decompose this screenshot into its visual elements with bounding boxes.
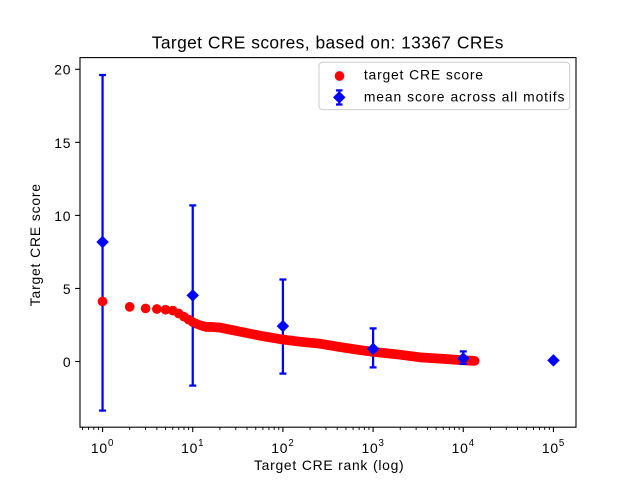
svg-text:target CRE score: target CRE score: [364, 67, 484, 83]
svg-text:10: 10: [54, 208, 71, 224]
svg-text:15: 15: [54, 135, 71, 151]
svg-text:0: 0: [63, 354, 72, 370]
svg-text:100: 100: [91, 438, 114, 456]
svg-text:Target CRE rank (log): Target CRE rank (log): [254, 457, 404, 473]
svg-text:103: 103: [361, 438, 384, 456]
svg-text:20: 20: [54, 62, 71, 78]
svg-text:5: 5: [63, 281, 72, 297]
svg-text:Target CRE scores, based on: 1: Target CRE scores, based on: 13367 CREs: [152, 33, 504, 53]
svg-text:101: 101: [181, 438, 204, 456]
svg-text:104: 104: [452, 438, 475, 456]
svg-text:Target CRE score: Target CRE score: [27, 183, 43, 306]
svg-text:105: 105: [542, 438, 565, 456]
svg-text:mean score across all motifs: mean score across all motifs: [364, 88, 565, 104]
svg-text:102: 102: [271, 438, 294, 456]
